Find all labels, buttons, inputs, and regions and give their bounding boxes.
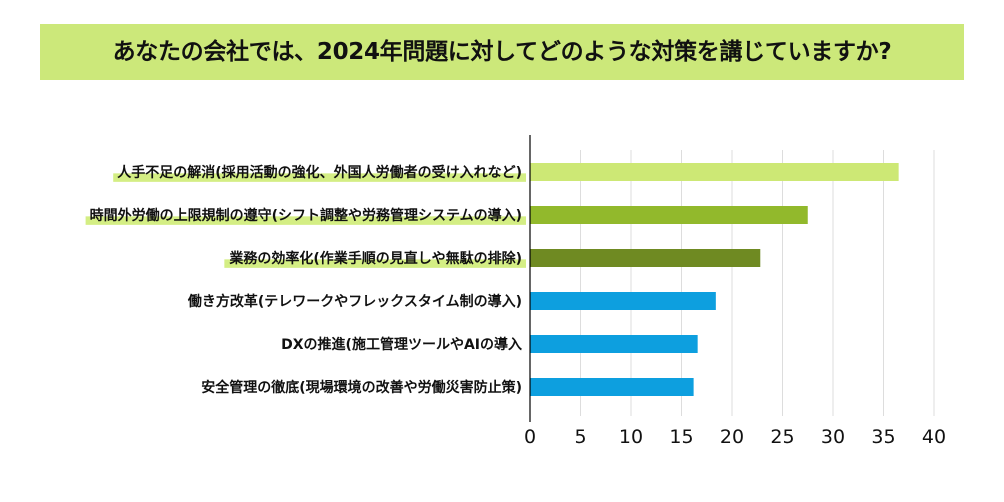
category-label: 安全管理の徹底(現場環境の改善や労働災害防止策) (201, 379, 522, 396)
bars (530, 163, 899, 396)
bar (530, 335, 698, 353)
bar (530, 378, 694, 396)
label-highlight (85, 216, 526, 225)
category-label: 働き方改革(テレワークやフレックスタイム制の導入) (187, 293, 522, 310)
category-label: 時間外労働の上限規制の遵守(シフト調整や労務管理システムの導入) (90, 207, 522, 224)
x-tick-label: 10 (619, 426, 643, 448)
bar (530, 249, 761, 267)
category-label: DXの推進(施工管理ツールやAIの導入 (281, 336, 522, 353)
bar (530, 163, 899, 181)
bar (530, 292, 716, 310)
category-label: 人手不足の解消(採用活動の強化、外国人労働者の受け入れなど) (117, 164, 522, 181)
category-labels: 人手不足の解消(採用活動の強化、外国人労働者の受け入れなど) 時間外労働の上限規制… (85, 164, 526, 396)
title-band: あなたの会社では、2024年問題に対してどのような対策を講じていますか? (40, 24, 964, 80)
grid-lines (580, 150, 935, 416)
x-tick-label: 30 (821, 426, 845, 448)
x-tick-label: 0 (524, 426, 536, 448)
x-tick-labels: 0 5 10 15 20 25 30 35 40 (524, 426, 946, 448)
bar (530, 206, 808, 224)
label-highlight (113, 173, 526, 182)
label-highlight (224, 259, 526, 268)
x-tick-label: 20 (720, 426, 744, 448)
chart-title: あなたの会社では、2024年問題に対してどのような対策を講じていますか? (112, 39, 892, 65)
x-tick-label: 25 (770, 426, 794, 448)
x-tick-label: 40 (922, 426, 946, 448)
x-tick-label: 15 (669, 426, 693, 448)
x-tick-label: 5 (574, 426, 586, 448)
category-label: 業務の効率化(作業手順の見直しや無駄の排除) (228, 250, 522, 267)
x-tick-label: 35 (871, 426, 895, 448)
